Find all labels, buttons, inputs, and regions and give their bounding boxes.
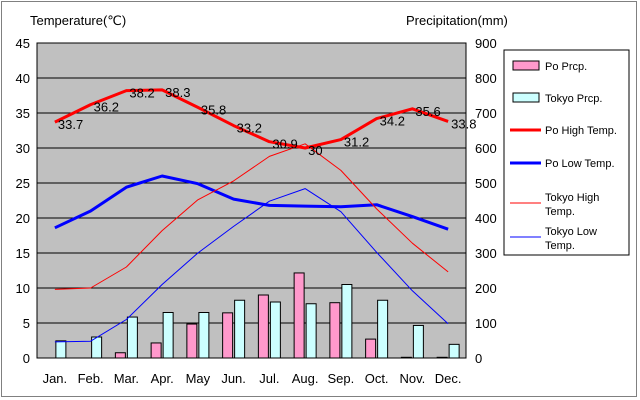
legend-box	[503, 49, 630, 256]
left-tick-label: 30	[16, 141, 30, 156]
legend-swatch	[512, 60, 540, 71]
bar-tokyo-prcp	[162, 312, 174, 359]
left-tick-label: 15	[16, 246, 30, 261]
data-label: 38.2	[129, 86, 154, 101]
x-tick-label: Apr.	[151, 371, 174, 386]
x-tick-label: Dec.	[435, 371, 462, 386]
line-series-4	[54, 143, 449, 290]
bar-tokyo-prcp	[234, 299, 246, 359]
right-tick-label: 400	[475, 211, 497, 226]
x-tick-label: Nov.	[399, 371, 425, 386]
right-tick-label: 800	[475, 71, 497, 86]
legend-label: Po Low Temp.	[545, 158, 615, 170]
bar-po-prcp	[257, 294, 269, 359]
right-tick-label: 600	[475, 141, 497, 156]
x-tick-label: Jan.	[43, 371, 68, 386]
bar-po-prcp	[293, 272, 305, 359]
bar-po-prcp	[400, 356, 412, 359]
x-tick-label: Jun.	[221, 371, 246, 386]
data-label: 30	[308, 143, 322, 158]
bar-po-prcp	[329, 302, 341, 359]
bar-po-prcp	[114, 352, 126, 359]
line-series-3	[54, 174, 449, 231]
x-tick-label: Feb.	[78, 371, 104, 386]
left-tick-label: 20	[16, 211, 30, 226]
bar-tokyo-prcp	[448, 343, 460, 359]
left-axis-title: Temperature(℃)	[30, 13, 126, 28]
legend-label: Po High Temp.	[545, 125, 617, 137]
bar-series	[55, 272, 460, 359]
data-label: 33.7	[58, 117, 83, 132]
right-tick-label: 200	[475, 281, 497, 296]
legend-label: Po Prcp.	[545, 61, 587, 73]
data-labels: 33.7 36.2 38.2 38.3 35.8 33.2 30.9 30 31.2 34.2 35…	[58, 85, 477, 158]
bar-tokyo-prcp	[305, 303, 317, 359]
legend-label: Tokyo High Temp.	[545, 192, 599, 218]
bar-tokyo-prcp	[377, 299, 389, 359]
data-label: 36.2	[94, 100, 119, 115]
line-series	[54, 88, 449, 343]
bar-po-prcp	[222, 312, 234, 359]
bar-tokyo-prcp	[126, 316, 138, 359]
left-tick-label: 45	[16, 36, 30, 51]
bar-po-prcp	[365, 338, 377, 359]
left-tick-label: 25	[16, 176, 30, 191]
legend-label: Tokyo Prcp.	[545, 93, 602, 105]
data-label: 31.2	[344, 135, 369, 150]
bar-tokyo-prcp	[341, 284, 353, 359]
right-tick-label: 300	[475, 246, 497, 261]
x-tick-label: Oct.	[365, 371, 389, 386]
bar-po-prcp	[436, 356, 448, 359]
legend-swatch	[512, 92, 540, 103]
x-tick-label: May	[186, 371, 211, 386]
left-tick-label: 0	[23, 351, 30, 366]
x-tick-label: Aug.	[292, 371, 319, 386]
bar-po-prcp	[150, 342, 162, 359]
data-label: 35.8	[201, 102, 226, 117]
bar-tokyo-prcp	[412, 324, 424, 359]
bar-po-prcp	[186, 323, 198, 359]
left-tick-label: 35	[16, 106, 30, 121]
legend-label: Tokyo Low Temp.	[545, 226, 597, 252]
bar-tokyo-prcp	[198, 312, 210, 359]
plot-area	[36, 42, 467, 359]
axis-ticks: 0 5 10 15 20 25 30 35 40 45 0 100 200 300 400 500 600 700…	[16, 36, 497, 386]
right-tick-label: 700	[475, 106, 497, 121]
x-tick-label: Sep.	[328, 371, 355, 386]
data-label: 34.2	[380, 114, 405, 129]
left-tick-label: 40	[16, 71, 30, 86]
data-label: 30.9	[272, 137, 297, 152]
x-tick-label: Jul.	[259, 371, 279, 386]
bar-tokyo-prcp	[55, 340, 67, 359]
legend: Po Prcp. Tokyo Prcp. Po High Temp. Po Low T…	[503, 49, 630, 256]
data-label: 35.6	[415, 104, 440, 119]
right-tick-label: 100	[475, 316, 497, 331]
right-tick-label: 900	[475, 36, 497, 51]
left-tick-label: 5	[23, 316, 30, 331]
line-series-2	[54, 88, 449, 150]
left-tick-label: 10	[16, 281, 30, 296]
data-label: 33.8	[451, 116, 476, 131]
data-label: 38.3	[165, 85, 190, 100]
right-tick-label: 500	[475, 176, 497, 191]
bar-tokyo-prcp	[269, 301, 281, 359]
data-label: 33.2	[237, 121, 262, 136]
right-axis-title: Precipitation(mm)	[406, 13, 508, 28]
right-tick-label: 0	[475, 351, 482, 366]
x-tick-label: Mar.	[114, 371, 139, 386]
line-series-5	[54, 188, 449, 343]
